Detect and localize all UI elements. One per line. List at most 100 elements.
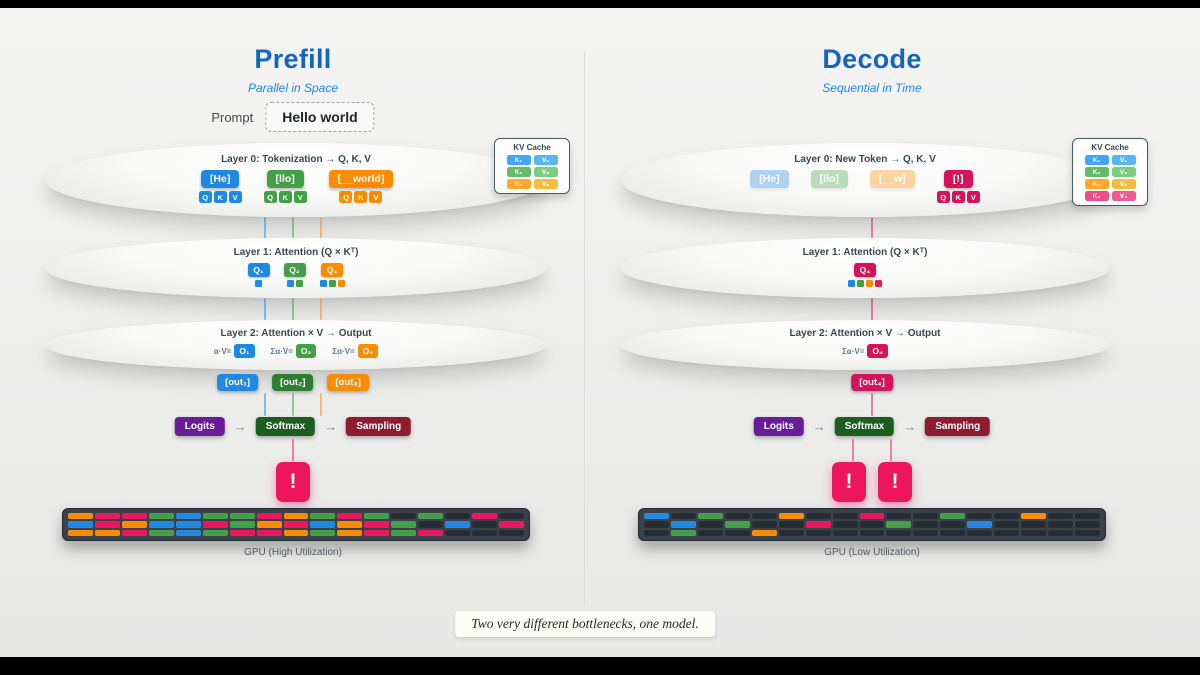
attention-cell [875, 280, 882, 287]
kv-cache-row: K₃ V₃ [1084, 179, 1136, 189]
qkv-row: Q K V [198, 191, 242, 203]
gpu-cell [778, 529, 804, 536]
gpu-cell [967, 529, 993, 536]
gpu-cell [913, 529, 939, 536]
q-chip: Q [936, 191, 950, 203]
connector-line [264, 393, 266, 416]
gpu-cell [202, 521, 228, 528]
gpu-cell [832, 521, 858, 528]
gpu-cell [697, 513, 723, 520]
gpu-cell [1048, 513, 1073, 520]
attention-cells [255, 280, 262, 287]
gpu-cell [121, 513, 147, 520]
out-token: [out₃] [327, 374, 369, 391]
gpu-cell [310, 521, 336, 528]
logits-box: Logits [174, 417, 225, 436]
attention-cells [319, 280, 345, 287]
output-chip: O₄ [867, 344, 889, 358]
outs-pipeline-connectors [264, 393, 322, 416]
decode-layer2-block: Layer 2: Attention × V → Output Σα·V= O₄ [620, 320, 1110, 370]
gpu-cell [967, 513, 993, 520]
kv-v-cell: V₁ [1111, 155, 1136, 165]
gpu-cell [670, 521, 696, 528]
cached-token-chip: [__w] [869, 170, 915, 188]
sampled-token: ! [878, 462, 912, 502]
connector-line [292, 217, 294, 238]
k-chip: K [213, 191, 227, 203]
kv-k-cell: K₄ [1084, 191, 1109, 201]
kv-v-cell: V₃ [1111, 179, 1136, 189]
gpu-cell [121, 529, 147, 536]
gpu-cell [832, 529, 858, 536]
kv-cache-row: K₃ V₃ [506, 179, 558, 189]
gpu-cell [310, 513, 336, 520]
gpu-cell [697, 521, 723, 528]
gpu-cell [670, 529, 696, 536]
kv-k-cell: K₁ [1084, 155, 1109, 165]
gpu-cell [337, 529, 363, 536]
gpu-cell [499, 521, 524, 528]
kv-cache-title: KV Cache [513, 143, 551, 152]
v-chip: V [369, 191, 383, 203]
gpu-cell [472, 529, 497, 536]
kv-cache-row: K₂ V₂ [1084, 167, 1136, 177]
caption: Two very different bottlenecks, one mode… [455, 611, 715, 637]
connector-line [890, 439, 892, 461]
kv-cache-row: K₁ V₁ [506, 155, 558, 165]
layer1-layer2-connector [871, 298, 873, 320]
kv-k-cell: K₁ [506, 155, 531, 165]
gpu-cell [418, 513, 444, 520]
gpu-cell [1021, 513, 1047, 520]
gpu-label: GPU (Low Utilization) [824, 547, 920, 558]
query-column: Q₁ [247, 263, 270, 287]
gpu-cell [256, 529, 282, 536]
gpu-cell [1075, 521, 1100, 528]
gpu-cell [229, 513, 255, 520]
gpu-grid [638, 508, 1106, 541]
kv-v-cell: V₄ [1111, 191, 1136, 201]
gpu-cell [364, 513, 390, 520]
gpu-cell [364, 521, 390, 528]
gpu-cell [418, 521, 444, 528]
connector-line [320, 298, 322, 320]
attention-cell [328, 280, 336, 287]
gpu-cell [68, 513, 93, 520]
prefill-layer2-block: Layer 2: Attention × V → Output α·V= O₁ … [45, 320, 547, 370]
connector-line [871, 217, 873, 238]
gpu-cell [644, 529, 669, 536]
query-row: Q₄ [848, 263, 882, 287]
connector-line [292, 393, 294, 416]
new-token-chip: [!] [944, 170, 973, 188]
sampling-box: Sampling [925, 417, 991, 436]
v-chip: V [293, 191, 307, 203]
gpu-row [68, 529, 524, 536]
gpu-cell [1048, 529, 1073, 536]
layer1-title: Layer 1: Attention (Q × Kᵀ) [802, 247, 928, 258]
token-chip: [llo] [266, 170, 304, 188]
qkv-row: Q K V [339, 191, 383, 203]
token-chip: [__world] [328, 170, 394, 188]
attention-cell [319, 280, 327, 287]
gpu-cell [697, 529, 723, 536]
gpu-cell [256, 521, 282, 528]
decode-panel: Decode Sequential in Time Layer 0: New T… [585, 8, 1200, 657]
gpu-cell [68, 521, 93, 528]
k-chip: K [354, 191, 368, 203]
prefill-subtitle: Parallel in Space [247, 81, 339, 95]
gpu-cell [229, 529, 255, 536]
gpu-cell [337, 521, 363, 528]
gpu-cell [859, 513, 885, 520]
output-chip: O₃ [357, 344, 379, 358]
gpu-cell [202, 529, 228, 536]
layer0-title: Layer 0: Tokenization → Q, K, V [221, 154, 371, 165]
query-row: Q₁ Q₂ Q₃ [247, 263, 345, 287]
logits-box: Logits [753, 417, 804, 436]
gpu-grid [62, 508, 530, 541]
query-chip: Q₃ [321, 263, 343, 277]
decode-layer1-block: Layer 1: Attention (Q × Kᵀ) Q₄ [620, 238, 1110, 298]
connector-line [292, 298, 294, 320]
gpu-cell [670, 513, 696, 520]
output-row: Σα·V= O₄ [842, 344, 889, 358]
output-chip: O₁ [234, 344, 255, 358]
